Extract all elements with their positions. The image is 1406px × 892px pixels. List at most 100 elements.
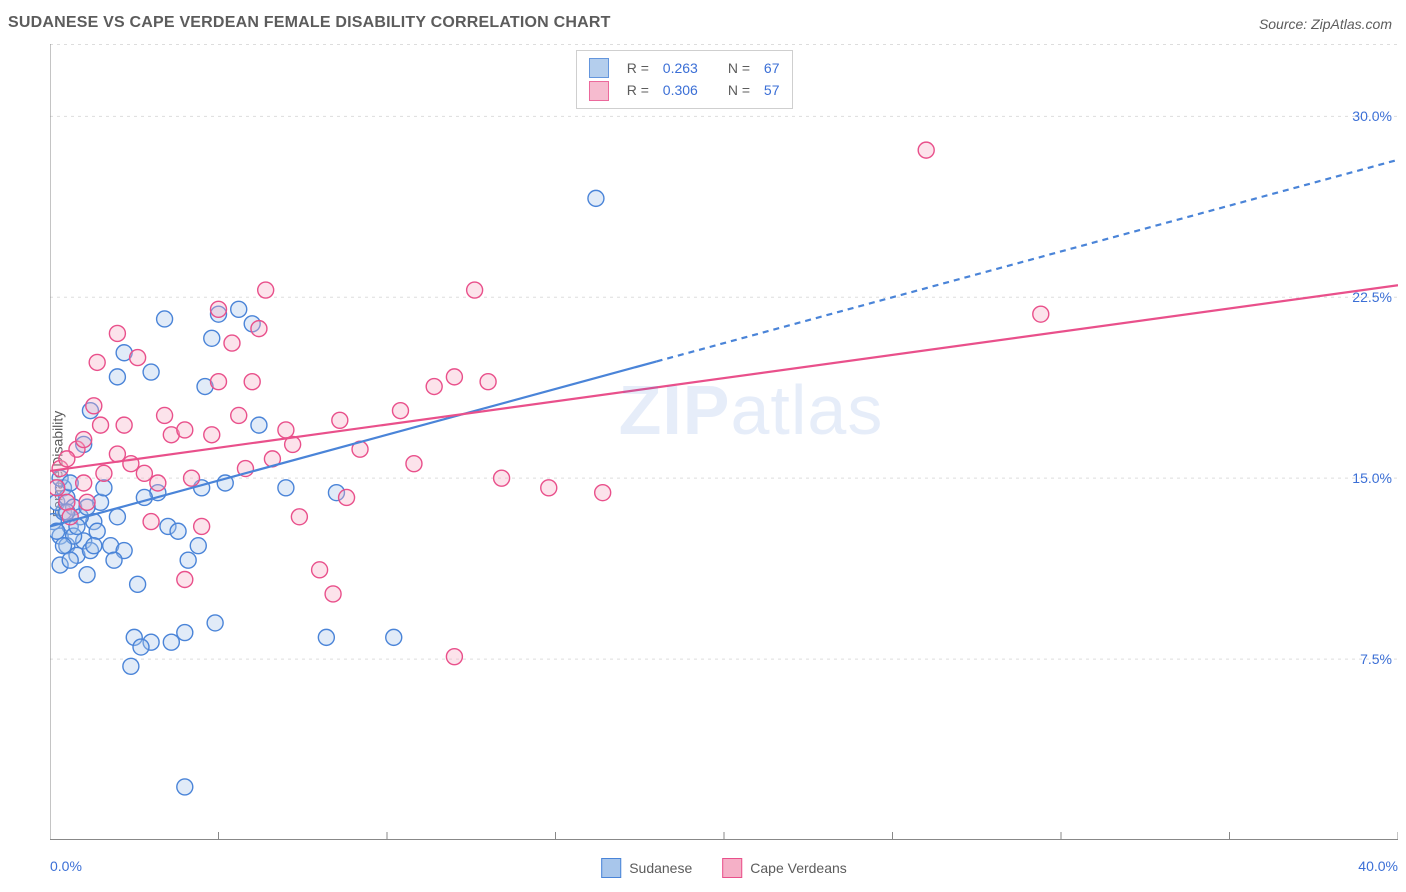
- data-point: [446, 649, 462, 665]
- legend-swatch: [589, 81, 609, 101]
- data-point: [143, 364, 159, 380]
- data-point: [446, 369, 462, 385]
- data-point: [231, 301, 247, 317]
- data-point: [163, 634, 179, 650]
- data-point: [96, 465, 112, 481]
- data-point: [86, 538, 102, 554]
- legend-swatch: [601, 858, 621, 878]
- data-point: [150, 475, 166, 491]
- y-tick-label: 22.5%: [1352, 289, 1392, 305]
- stat-n-label: N =: [728, 57, 754, 79]
- y-tick-label: 7.5%: [1360, 651, 1392, 667]
- data-point: [76, 475, 92, 491]
- data-point: [89, 354, 105, 370]
- scatter-chart: [50, 44, 1398, 840]
- legend-label: Cape Verdeans: [750, 860, 847, 876]
- stat-r-label: R =: [627, 79, 653, 101]
- data-point: [59, 494, 75, 510]
- data-point: [332, 412, 348, 428]
- data-point: [96, 480, 112, 496]
- data-point: [109, 325, 125, 341]
- data-point: [130, 576, 146, 592]
- legend-item: Cape Verdeans: [722, 858, 847, 878]
- data-point: [86, 398, 102, 414]
- data-point: [494, 470, 510, 486]
- data-point: [204, 330, 220, 346]
- data-point: [177, 422, 193, 438]
- data-point: [106, 552, 122, 568]
- data-point: [116, 417, 132, 433]
- data-point: [157, 407, 173, 423]
- data-point: [130, 350, 146, 366]
- data-point: [258, 282, 274, 298]
- data-point: [59, 451, 75, 467]
- data-point: [339, 489, 355, 505]
- stats-row: R = 0.306N = 57: [589, 79, 780, 101]
- data-point: [325, 586, 341, 602]
- stat-n-label: N =: [728, 79, 754, 101]
- data-point: [426, 379, 442, 395]
- plot-area: ZIPatlas R = 0.263N = 67R = 0.306N = 57 …: [50, 44, 1398, 840]
- stat-r-label: R =: [627, 57, 653, 79]
- data-point: [467, 282, 483, 298]
- legend-label: Sudanese: [629, 860, 692, 876]
- y-tick-label: 30.0%: [1352, 108, 1392, 124]
- legend-swatch: [589, 58, 609, 78]
- data-point: [109, 509, 125, 525]
- data-point: [190, 538, 206, 554]
- data-point: [480, 374, 496, 390]
- data-point: [231, 407, 247, 423]
- legend-item: Sudanese: [601, 858, 692, 878]
- data-point: [55, 538, 71, 554]
- data-point: [211, 301, 227, 317]
- data-point: [244, 374, 260, 390]
- data-point: [184, 470, 200, 486]
- stat-r-value: 0.263: [663, 57, 698, 79]
- data-point: [93, 417, 109, 433]
- header: SUDANESE VS CAPE VERDEAN FEMALE DISABILI…: [0, 0, 1406, 44]
- data-point: [76, 432, 92, 448]
- data-point: [170, 523, 186, 539]
- data-point: [291, 509, 307, 525]
- data-point: [62, 552, 78, 568]
- data-point: [595, 485, 611, 501]
- data-point: [79, 567, 95, 583]
- data-point: [89, 523, 105, 539]
- data-point: [109, 446, 125, 462]
- data-point: [207, 615, 223, 631]
- data-point: [1033, 306, 1049, 322]
- data-point: [318, 629, 334, 645]
- chart-title: SUDANESE VS CAPE VERDEAN FEMALE DISABILI…: [8, 14, 611, 32]
- data-point: [211, 374, 227, 390]
- x-min-label: 0.0%: [50, 858, 82, 874]
- data-point: [133, 639, 149, 655]
- plot-wrap: Female Disability ZIPatlas R = 0.263N = …: [8, 44, 1398, 884]
- data-point: [180, 552, 196, 568]
- source-label: Source: ZipAtlas.com: [1259, 16, 1392, 32]
- x-max-label: 40.0%: [1358, 858, 1398, 874]
- stats-row: R = 0.263 N = 67: [589, 57, 780, 79]
- data-point: [79, 494, 95, 510]
- data-point: [157, 311, 173, 327]
- stats-legend: R = 0.263 N = 67R = 0.306N = 57: [576, 50, 793, 109]
- data-point: [406, 456, 422, 472]
- data-point: [204, 427, 220, 443]
- data-point: [392, 403, 408, 419]
- series-legend: Sudanese Cape Verdeans: [601, 858, 847, 878]
- data-point: [136, 465, 152, 481]
- legend-swatch: [722, 858, 742, 878]
- data-point: [50, 480, 65, 496]
- data-point: [251, 417, 267, 433]
- trend-line-extrapolated: [657, 160, 1398, 362]
- stat-n-value: 67: [764, 57, 780, 79]
- data-point: [278, 422, 294, 438]
- data-point: [177, 625, 193, 641]
- stat-n-value: 57: [764, 79, 780, 101]
- data-point: [177, 571, 193, 587]
- data-point: [143, 514, 159, 530]
- data-point: [278, 480, 294, 496]
- data-point: [918, 142, 934, 158]
- data-point: [312, 562, 328, 578]
- y-tick-label: 15.0%: [1352, 470, 1392, 486]
- data-point: [224, 335, 240, 351]
